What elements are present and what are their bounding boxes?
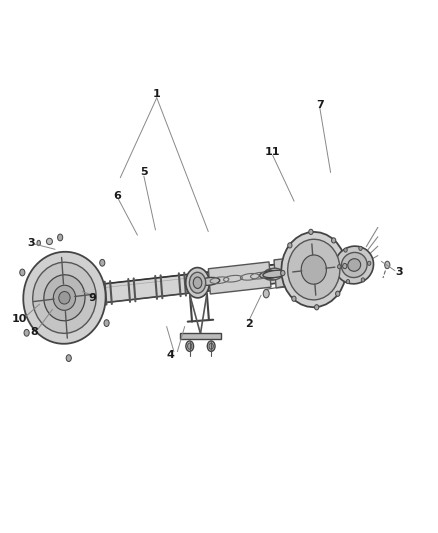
Ellipse shape	[37, 240, 40, 246]
Ellipse shape	[359, 246, 362, 251]
Ellipse shape	[187, 343, 192, 349]
Text: 1: 1	[153, 89, 161, 99]
Ellipse shape	[285, 268, 309, 275]
Ellipse shape	[335, 246, 374, 284]
Text: 8: 8	[31, 327, 38, 337]
Ellipse shape	[281, 270, 285, 276]
Text: 7: 7	[316, 100, 324, 110]
Ellipse shape	[309, 229, 313, 235]
Ellipse shape	[59, 292, 70, 304]
Ellipse shape	[367, 261, 371, 265]
Ellipse shape	[46, 238, 53, 245]
Text: 3: 3	[396, 266, 403, 277]
Ellipse shape	[57, 234, 63, 241]
Polygon shape	[313, 259, 348, 276]
Ellipse shape	[263, 270, 287, 278]
Ellipse shape	[263, 289, 269, 298]
Ellipse shape	[100, 260, 105, 266]
Ellipse shape	[266, 268, 283, 280]
Ellipse shape	[343, 263, 347, 269]
Ellipse shape	[348, 259, 360, 271]
Ellipse shape	[199, 277, 220, 285]
Ellipse shape	[344, 248, 347, 252]
Ellipse shape	[336, 291, 340, 296]
Polygon shape	[180, 333, 221, 340]
Ellipse shape	[20, 269, 25, 276]
Ellipse shape	[24, 329, 29, 336]
Ellipse shape	[53, 285, 76, 310]
Ellipse shape	[209, 343, 213, 349]
Ellipse shape	[385, 261, 390, 269]
Text: 4: 4	[167, 350, 175, 360]
Ellipse shape	[186, 341, 194, 351]
Text: 11: 11	[265, 147, 280, 157]
Ellipse shape	[193, 277, 202, 288]
Ellipse shape	[260, 271, 280, 279]
Ellipse shape	[281, 232, 346, 307]
Polygon shape	[274, 257, 298, 288]
Ellipse shape	[341, 253, 367, 278]
Text: 2: 2	[245, 319, 253, 329]
Text: 9: 9	[88, 293, 96, 303]
Ellipse shape	[288, 243, 292, 248]
Polygon shape	[208, 262, 271, 294]
Ellipse shape	[361, 278, 364, 282]
Ellipse shape	[33, 262, 96, 333]
Ellipse shape	[207, 341, 215, 351]
Ellipse shape	[189, 272, 206, 293]
Text: 10: 10	[12, 314, 27, 324]
Ellipse shape	[104, 320, 109, 327]
Ellipse shape	[23, 252, 106, 344]
Ellipse shape	[186, 268, 209, 298]
Text: 6: 6	[113, 191, 121, 201]
Ellipse shape	[264, 269, 280, 280]
Ellipse shape	[288, 239, 340, 300]
Ellipse shape	[292, 296, 296, 301]
Ellipse shape	[44, 275, 85, 321]
Ellipse shape	[301, 255, 326, 284]
Ellipse shape	[332, 238, 336, 243]
Text: 5: 5	[140, 167, 148, 177]
Ellipse shape	[338, 264, 341, 269]
Ellipse shape	[314, 305, 319, 310]
Ellipse shape	[346, 279, 350, 284]
Polygon shape	[94, 256, 352, 304]
Text: 3: 3	[27, 238, 35, 248]
Ellipse shape	[66, 355, 71, 361]
